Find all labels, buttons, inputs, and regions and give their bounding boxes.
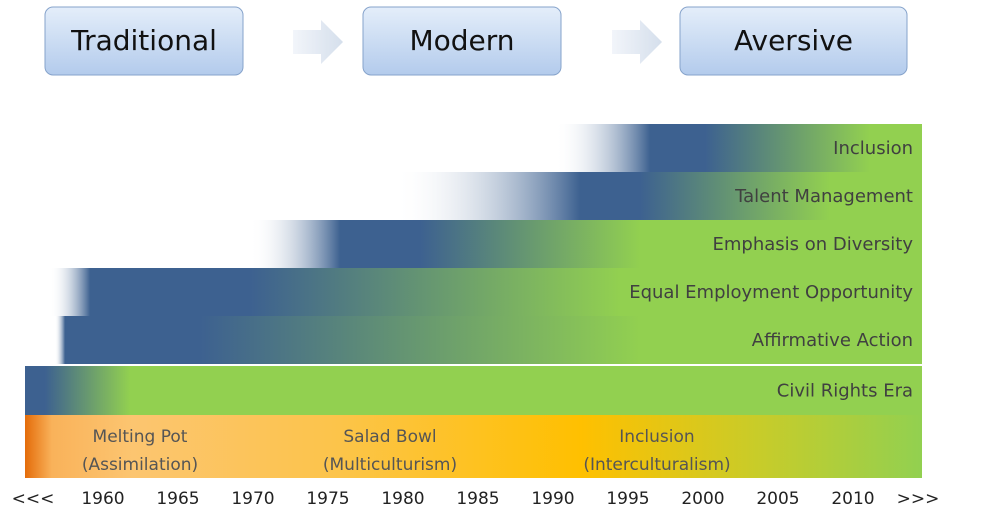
stage-label: Traditional bbox=[70, 24, 217, 57]
bar-label: Emphasis on Diversity bbox=[713, 234, 914, 255]
axis-label: 2000 bbox=[681, 489, 724, 509]
axis-label: 1980 bbox=[381, 489, 424, 509]
timeline-bar bbox=[555, 124, 922, 172]
axis-label: <<< bbox=[12, 489, 55, 509]
era-name: Inclusion bbox=[619, 427, 694, 447]
era-name: Melting Pot bbox=[93, 427, 188, 447]
era-detail: (Assimilation) bbox=[82, 455, 198, 475]
axis-label: 1960 bbox=[81, 489, 124, 509]
axis-label: 2005 bbox=[756, 489, 799, 509]
era-name: Salad Bowl bbox=[343, 427, 436, 447]
arrow bbox=[612, 20, 662, 64]
timeline-bar bbox=[55, 316, 922, 364]
stage-box bbox=[679, 6, 908, 76]
timeline-bar bbox=[50, 268, 922, 316]
stage-label: Modern bbox=[409, 24, 514, 57]
bar-label: Talent Management bbox=[734, 186, 913, 207]
era-detail: (Multiculturism) bbox=[323, 455, 457, 475]
bar-label: Civil Rights Era bbox=[777, 381, 913, 402]
stages: Traditional Modern Aversive bbox=[44, 6, 908, 76]
era-band bbox=[25, 415, 922, 478]
axis-label: 1985 bbox=[456, 489, 499, 509]
axis-label: 1995 bbox=[606, 489, 649, 509]
stage-label: Aversive bbox=[734, 24, 853, 57]
bar-label: Inclusion bbox=[833, 138, 913, 159]
axis-label: 1965 bbox=[156, 489, 199, 509]
era-detail: (Interculturalism) bbox=[583, 455, 730, 475]
timeline-bars: Inclusion Talent Management Emphasis on Di… bbox=[25, 124, 922, 478]
timeline-bar bbox=[395, 172, 922, 220]
bar-label: Equal Employment Opportunity bbox=[629, 282, 913, 303]
stage-box bbox=[44, 6, 244, 76]
timeline-bar bbox=[25, 366, 922, 415]
axis-label: 1970 bbox=[231, 489, 274, 509]
axis-label: 1975 bbox=[306, 489, 349, 509]
timeline-bar bbox=[250, 220, 922, 268]
axis-label: 1990 bbox=[531, 489, 574, 509]
stage-box bbox=[362, 6, 562, 76]
bar-label: Affirmative Action bbox=[752, 330, 913, 351]
axis-label: >>> bbox=[897, 489, 940, 509]
arrow bbox=[293, 20, 343, 64]
axis-label: 2010 bbox=[831, 489, 874, 509]
